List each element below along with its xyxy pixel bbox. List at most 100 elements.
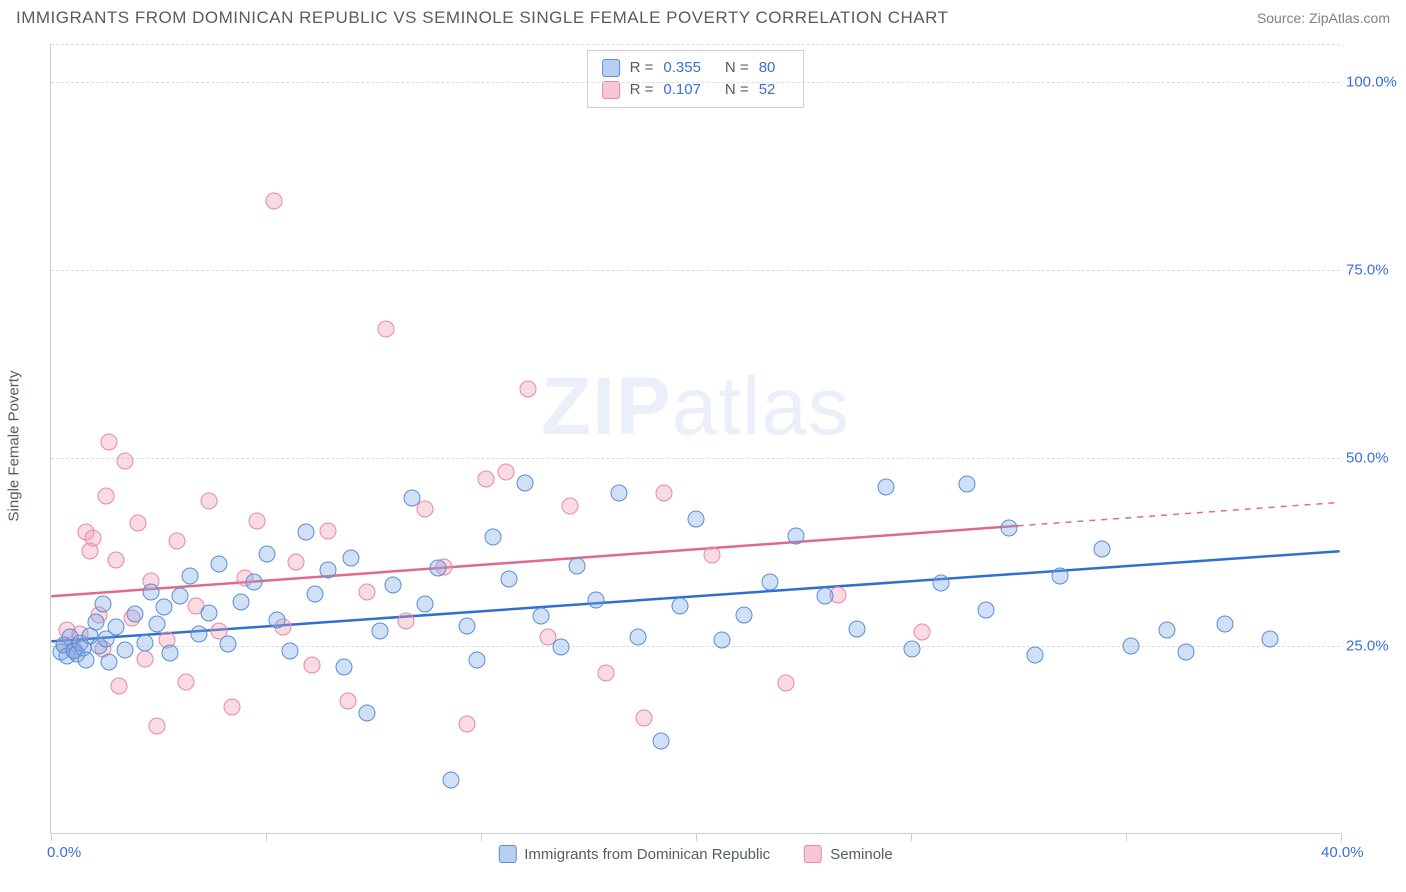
data-point: [101, 654, 118, 671]
data-point: [181, 567, 198, 584]
data-point: [288, 554, 305, 571]
legend-row: R = 0.355 N = 80: [602, 57, 790, 79]
data-point: [336, 658, 353, 675]
data-point: [478, 470, 495, 487]
gridline: [51, 646, 1340, 647]
data-point: [94, 595, 111, 612]
data-point: [281, 642, 298, 659]
data-point: [210, 555, 227, 572]
data-point: [110, 678, 127, 695]
gridline: [51, 82, 1340, 83]
y-tick-label: 25.0%: [1346, 637, 1402, 654]
data-point: [629, 629, 646, 646]
data-point: [78, 651, 95, 668]
data-point: [655, 484, 672, 501]
correlation-legend: R = 0.355 N = 80 R = 0.107 N = 52: [587, 50, 805, 108]
y-tick-label: 50.0%: [1346, 449, 1402, 466]
r-label: R =: [630, 57, 654, 79]
series-legend: Immigrants from Dominican Republic Semin…: [498, 845, 892, 863]
data-point: [259, 545, 276, 562]
y-tick-label: 75.0%: [1346, 261, 1402, 278]
data-point: [359, 583, 376, 600]
data-point: [652, 733, 669, 750]
data-point: [762, 574, 779, 591]
data-point: [149, 615, 166, 632]
y-tick-label: 100.0%: [1346, 73, 1402, 90]
data-point: [588, 591, 605, 608]
data-point: [459, 618, 476, 635]
data-point: [297, 524, 314, 541]
data-point: [117, 642, 134, 659]
y-axis-title: Single Female Poverty: [6, 371, 23, 522]
data-point: [265, 193, 282, 210]
data-point: [404, 490, 421, 507]
data-point: [517, 475, 534, 492]
gridline: [51, 458, 1340, 459]
data-point: [417, 596, 434, 613]
data-point: [958, 475, 975, 492]
r-value-blue: 0.355: [663, 57, 701, 79]
data-point: [201, 493, 218, 510]
data-point: [688, 510, 705, 527]
data-point: [1026, 647, 1043, 664]
data-point: [568, 557, 585, 574]
data-point: [736, 606, 753, 623]
x-tick: [51, 833, 52, 841]
data-point: [339, 693, 356, 710]
data-point: [101, 433, 118, 450]
n-label: N =: [725, 57, 749, 79]
data-point: [913, 624, 930, 641]
data-point: [249, 512, 266, 529]
data-point: [417, 501, 434, 518]
scatter-chart: ZIPatlas R = 0.355 N = 80 R = 0.107 N = …: [50, 44, 1340, 834]
data-point: [597, 664, 614, 681]
data-point: [459, 715, 476, 732]
data-point: [978, 602, 995, 619]
data-point: [172, 588, 189, 605]
data-point: [136, 635, 153, 652]
data-point: [1178, 644, 1195, 661]
data-point: [500, 571, 517, 588]
data-point: [178, 673, 195, 690]
pink-swatch-icon: [602, 81, 620, 99]
x-tick-label-min: 0.0%: [47, 844, 81, 861]
data-point: [442, 772, 459, 789]
data-point: [371, 623, 388, 640]
data-point: [878, 478, 895, 495]
data-point: [552, 639, 569, 656]
data-point: [787, 527, 804, 544]
data-point: [307, 585, 324, 602]
data-point: [378, 320, 395, 337]
data-point: [201, 604, 218, 621]
data-point: [397, 612, 414, 629]
data-point: [849, 621, 866, 638]
data-point: [610, 484, 627, 501]
data-point: [533, 607, 550, 624]
data-point: [149, 718, 166, 735]
legend-item: Immigrants from Dominican Republic: [498, 845, 770, 863]
trend-lines: [51, 44, 1340, 833]
data-point: [1123, 637, 1140, 654]
data-point: [497, 463, 514, 480]
data-point: [484, 529, 501, 546]
data-point: [136, 651, 153, 668]
data-point: [430, 560, 447, 577]
data-point: [191, 625, 208, 642]
legend-label: Immigrants from Dominican Republic: [524, 846, 770, 863]
data-point: [1052, 568, 1069, 585]
data-point: [817, 588, 834, 605]
data-point: [130, 515, 147, 532]
data-point: [468, 651, 485, 668]
data-point: [168, 533, 185, 550]
x-tick: [911, 833, 912, 841]
data-point: [304, 657, 321, 674]
source-attribution: Source: ZipAtlas.com: [1257, 10, 1390, 26]
data-point: [1216, 615, 1233, 632]
x-tick: [1341, 833, 1342, 841]
data-point: [162, 645, 179, 662]
n-value-blue: 80: [759, 57, 776, 79]
chart-title: IMMIGRANTS FROM DOMINICAN REPUBLIC VS SE…: [16, 8, 949, 28]
data-point: [84, 530, 101, 547]
x-tick: [696, 833, 697, 841]
gridline: [51, 270, 1340, 271]
